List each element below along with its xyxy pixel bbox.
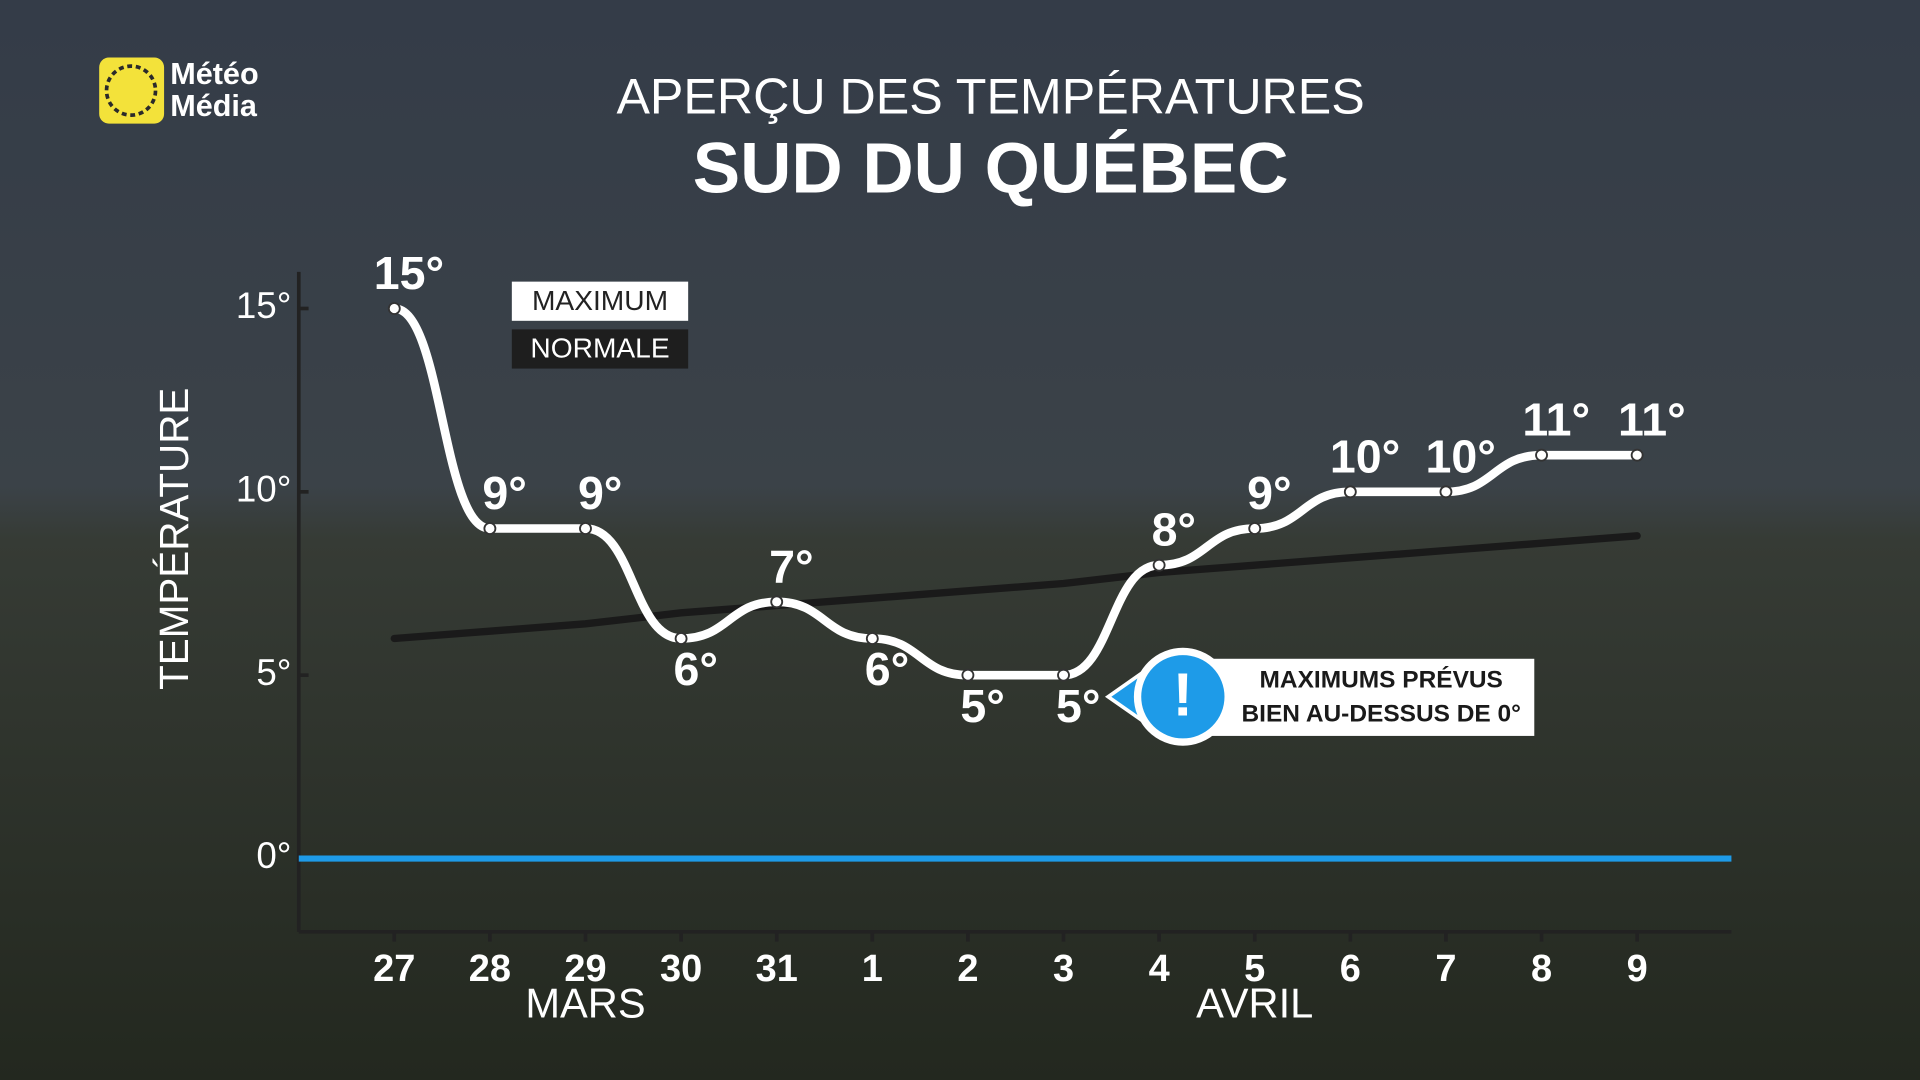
legend-label: MAXIMUM xyxy=(532,285,668,316)
data-label: 11° xyxy=(1618,394,1686,446)
x-tick-label: 9 xyxy=(1627,948,1648,990)
annotation-icon xyxy=(1133,647,1232,746)
chart-title: APERÇU DES TEMPÉRATURES xyxy=(616,69,1364,125)
data-point xyxy=(1152,558,1166,572)
x-tick-label: 7 xyxy=(1435,948,1456,990)
data-label: 15° xyxy=(374,247,444,299)
data-label: 6° xyxy=(674,643,718,695)
x-tick-label: 2 xyxy=(957,948,978,990)
data-point xyxy=(1057,668,1070,682)
annotation-text: MAXIMUMS PRÉVUS xyxy=(1260,665,1503,693)
data-label: 10° xyxy=(1330,430,1400,482)
x-tick-label: 28 xyxy=(469,948,511,990)
data-label: 11° xyxy=(1522,394,1590,446)
month-label: AVRIL xyxy=(1196,980,1313,1027)
chart-subtitle: SUD DU QUÉBEC xyxy=(693,130,1289,209)
data-point xyxy=(1248,522,1262,535)
data-label: 5° xyxy=(1056,680,1100,732)
x-tick-label: 3 xyxy=(1053,948,1074,990)
y-axis-label: TEMPÉRATURE xyxy=(151,388,197,690)
data-label: 10° xyxy=(1425,430,1495,482)
x-tick-label: 29 xyxy=(564,948,606,990)
x-tick-label: 4 xyxy=(1149,948,1170,990)
data-point xyxy=(865,632,879,645)
legend-swatch xyxy=(511,329,689,369)
data-point xyxy=(483,522,497,535)
logo-text: Météo xyxy=(170,57,258,91)
logo-text: Média xyxy=(170,89,258,123)
month-label: MARS xyxy=(525,980,645,1027)
data-label: 9° xyxy=(482,467,526,519)
x-tick-label: 6 xyxy=(1340,948,1361,990)
data-point xyxy=(674,632,688,645)
data-label: 8° xyxy=(1152,504,1196,556)
annotation-icon-text: ! xyxy=(1173,660,1193,728)
x-tick-label: 8 xyxy=(1531,948,1552,990)
x-tick-label: 1 xyxy=(862,948,883,990)
data-point xyxy=(770,595,784,609)
data-label: 5° xyxy=(960,680,1004,732)
y-tick-label: 0° xyxy=(256,835,291,876)
data-point xyxy=(1439,485,1453,499)
legend-swatch xyxy=(511,281,689,321)
data-point xyxy=(1630,448,1644,462)
data-label: 9° xyxy=(1247,467,1291,519)
x-tick-label: 27 xyxy=(373,948,415,990)
x-tick-label: 30 xyxy=(660,948,702,990)
data-point xyxy=(961,668,975,682)
logo: Météo Média xyxy=(99,57,259,124)
y-tick-label: 10° xyxy=(236,469,292,510)
y-tick-label: 5° xyxy=(256,652,291,693)
data-point xyxy=(579,522,592,535)
y-tick-label: 15° xyxy=(236,285,292,326)
data-label: 7° xyxy=(769,540,813,592)
data-label: 6° xyxy=(865,643,909,695)
data-point xyxy=(1343,485,1357,499)
x-tick-label: 31 xyxy=(756,948,798,990)
x-tick-label: 5 xyxy=(1244,948,1265,990)
series-line xyxy=(390,532,1641,643)
annotation-box xyxy=(1182,658,1535,736)
legend-label: NORMALE xyxy=(530,333,669,364)
logo-globe xyxy=(104,64,158,117)
data-label: 9° xyxy=(578,467,622,519)
data-point xyxy=(387,302,401,315)
annotation-text: BIEN AU-DESSUS DE 0° xyxy=(1241,701,1520,728)
data-point xyxy=(1535,448,1548,462)
